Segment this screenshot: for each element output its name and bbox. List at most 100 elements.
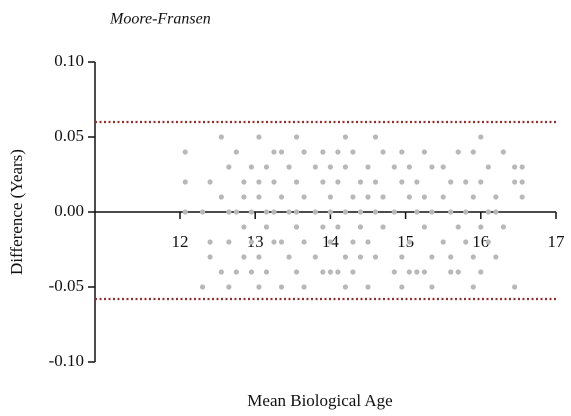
point: [199, 209, 206, 215]
chart-title: Moore-Fransen: [109, 11, 211, 28]
point: [312, 209, 318, 215]
point: [448, 179, 454, 185]
y-tick-label: 0.10: [54, 51, 84, 70]
point: [463, 209, 469, 215]
point: [233, 269, 239, 275]
point: [365, 194, 371, 200]
point: [440, 164, 446, 170]
point: [248, 269, 255, 275]
point: [380, 149, 386, 155]
point: [406, 164, 412, 170]
point: [342, 254, 349, 260]
point: [357, 209, 364, 215]
point: [271, 149, 277, 155]
x-tick-label: 16: [472, 232, 489, 251]
point: [218, 269, 224, 275]
point: [301, 194, 307, 200]
point: [478, 134, 484, 140]
point: [218, 134, 224, 140]
point: [470, 284, 476, 290]
point: [278, 194, 285, 200]
point: [263, 164, 270, 170]
point: [248, 239, 255, 245]
point: [463, 179, 469, 185]
point: [248, 164, 255, 170]
point: [182, 149, 188, 155]
point: [391, 209, 397, 215]
point: [301, 284, 307, 290]
point: [399, 254, 405, 260]
point: [350, 194, 356, 200]
x-tick-label: 13: [247, 232, 264, 251]
point: [357, 254, 364, 260]
point: [342, 134, 349, 140]
point: [226, 164, 232, 170]
point: [440, 194, 446, 200]
point: [500, 149, 506, 155]
point: [320, 149, 326, 155]
x-tick-label: 12: [171, 232, 188, 251]
y-tick-label: -0.05: [49, 276, 84, 295]
point: [380, 224, 386, 230]
point: [320, 269, 326, 275]
point: [256, 284, 262, 290]
x-axis-label: Mean Biological Age: [247, 391, 392, 410]
point: [519, 179, 525, 185]
point: [455, 149, 461, 155]
point: [327, 164, 333, 170]
point: [519, 194, 525, 200]
point: [500, 224, 506, 230]
point: [421, 149, 427, 155]
y-tick-label: 0.05: [54, 126, 84, 145]
point: [470, 254, 476, 260]
point: [335, 179, 341, 185]
point: [271, 179, 277, 185]
point: [414, 179, 420, 185]
point: [256, 134, 262, 140]
point: [421, 224, 427, 230]
point: [512, 179, 518, 185]
point: [372, 254, 379, 260]
x-tick-label: 17: [548, 232, 566, 251]
point: [406, 269, 412, 275]
point: [293, 224, 300, 230]
point: [286, 254, 292, 260]
point: [335, 269, 341, 275]
point: [448, 209, 454, 215]
point: [440, 239, 446, 245]
point: [463, 239, 469, 245]
point: [391, 164, 397, 170]
point: [218, 194, 224, 200]
point: [414, 269, 420, 275]
point: [327, 209, 333, 215]
point: [372, 134, 379, 140]
point: [399, 149, 405, 155]
point: [286, 209, 292, 215]
point: [312, 164, 318, 170]
point: [342, 209, 349, 215]
point: [263, 269, 270, 275]
point: [365, 284, 371, 290]
point: [271, 239, 277, 245]
point: [278, 149, 285, 155]
point: [241, 194, 247, 200]
point: [301, 239, 307, 245]
y-axis-label: Difference (Years): [7, 149, 26, 275]
point: [342, 284, 349, 290]
point: [286, 164, 292, 170]
point: [455, 269, 461, 275]
point: [271, 209, 277, 215]
point: [256, 254, 262, 260]
point: [485, 239, 491, 245]
point: [335, 224, 341, 230]
point: [470, 194, 476, 200]
point: [414, 209, 420, 215]
point: [399, 284, 405, 290]
point: [357, 224, 364, 230]
point: [233, 209, 239, 215]
point: [493, 194, 499, 200]
point: [312, 254, 318, 260]
point: [357, 179, 364, 185]
point: [448, 269, 454, 275]
point: [429, 164, 435, 170]
